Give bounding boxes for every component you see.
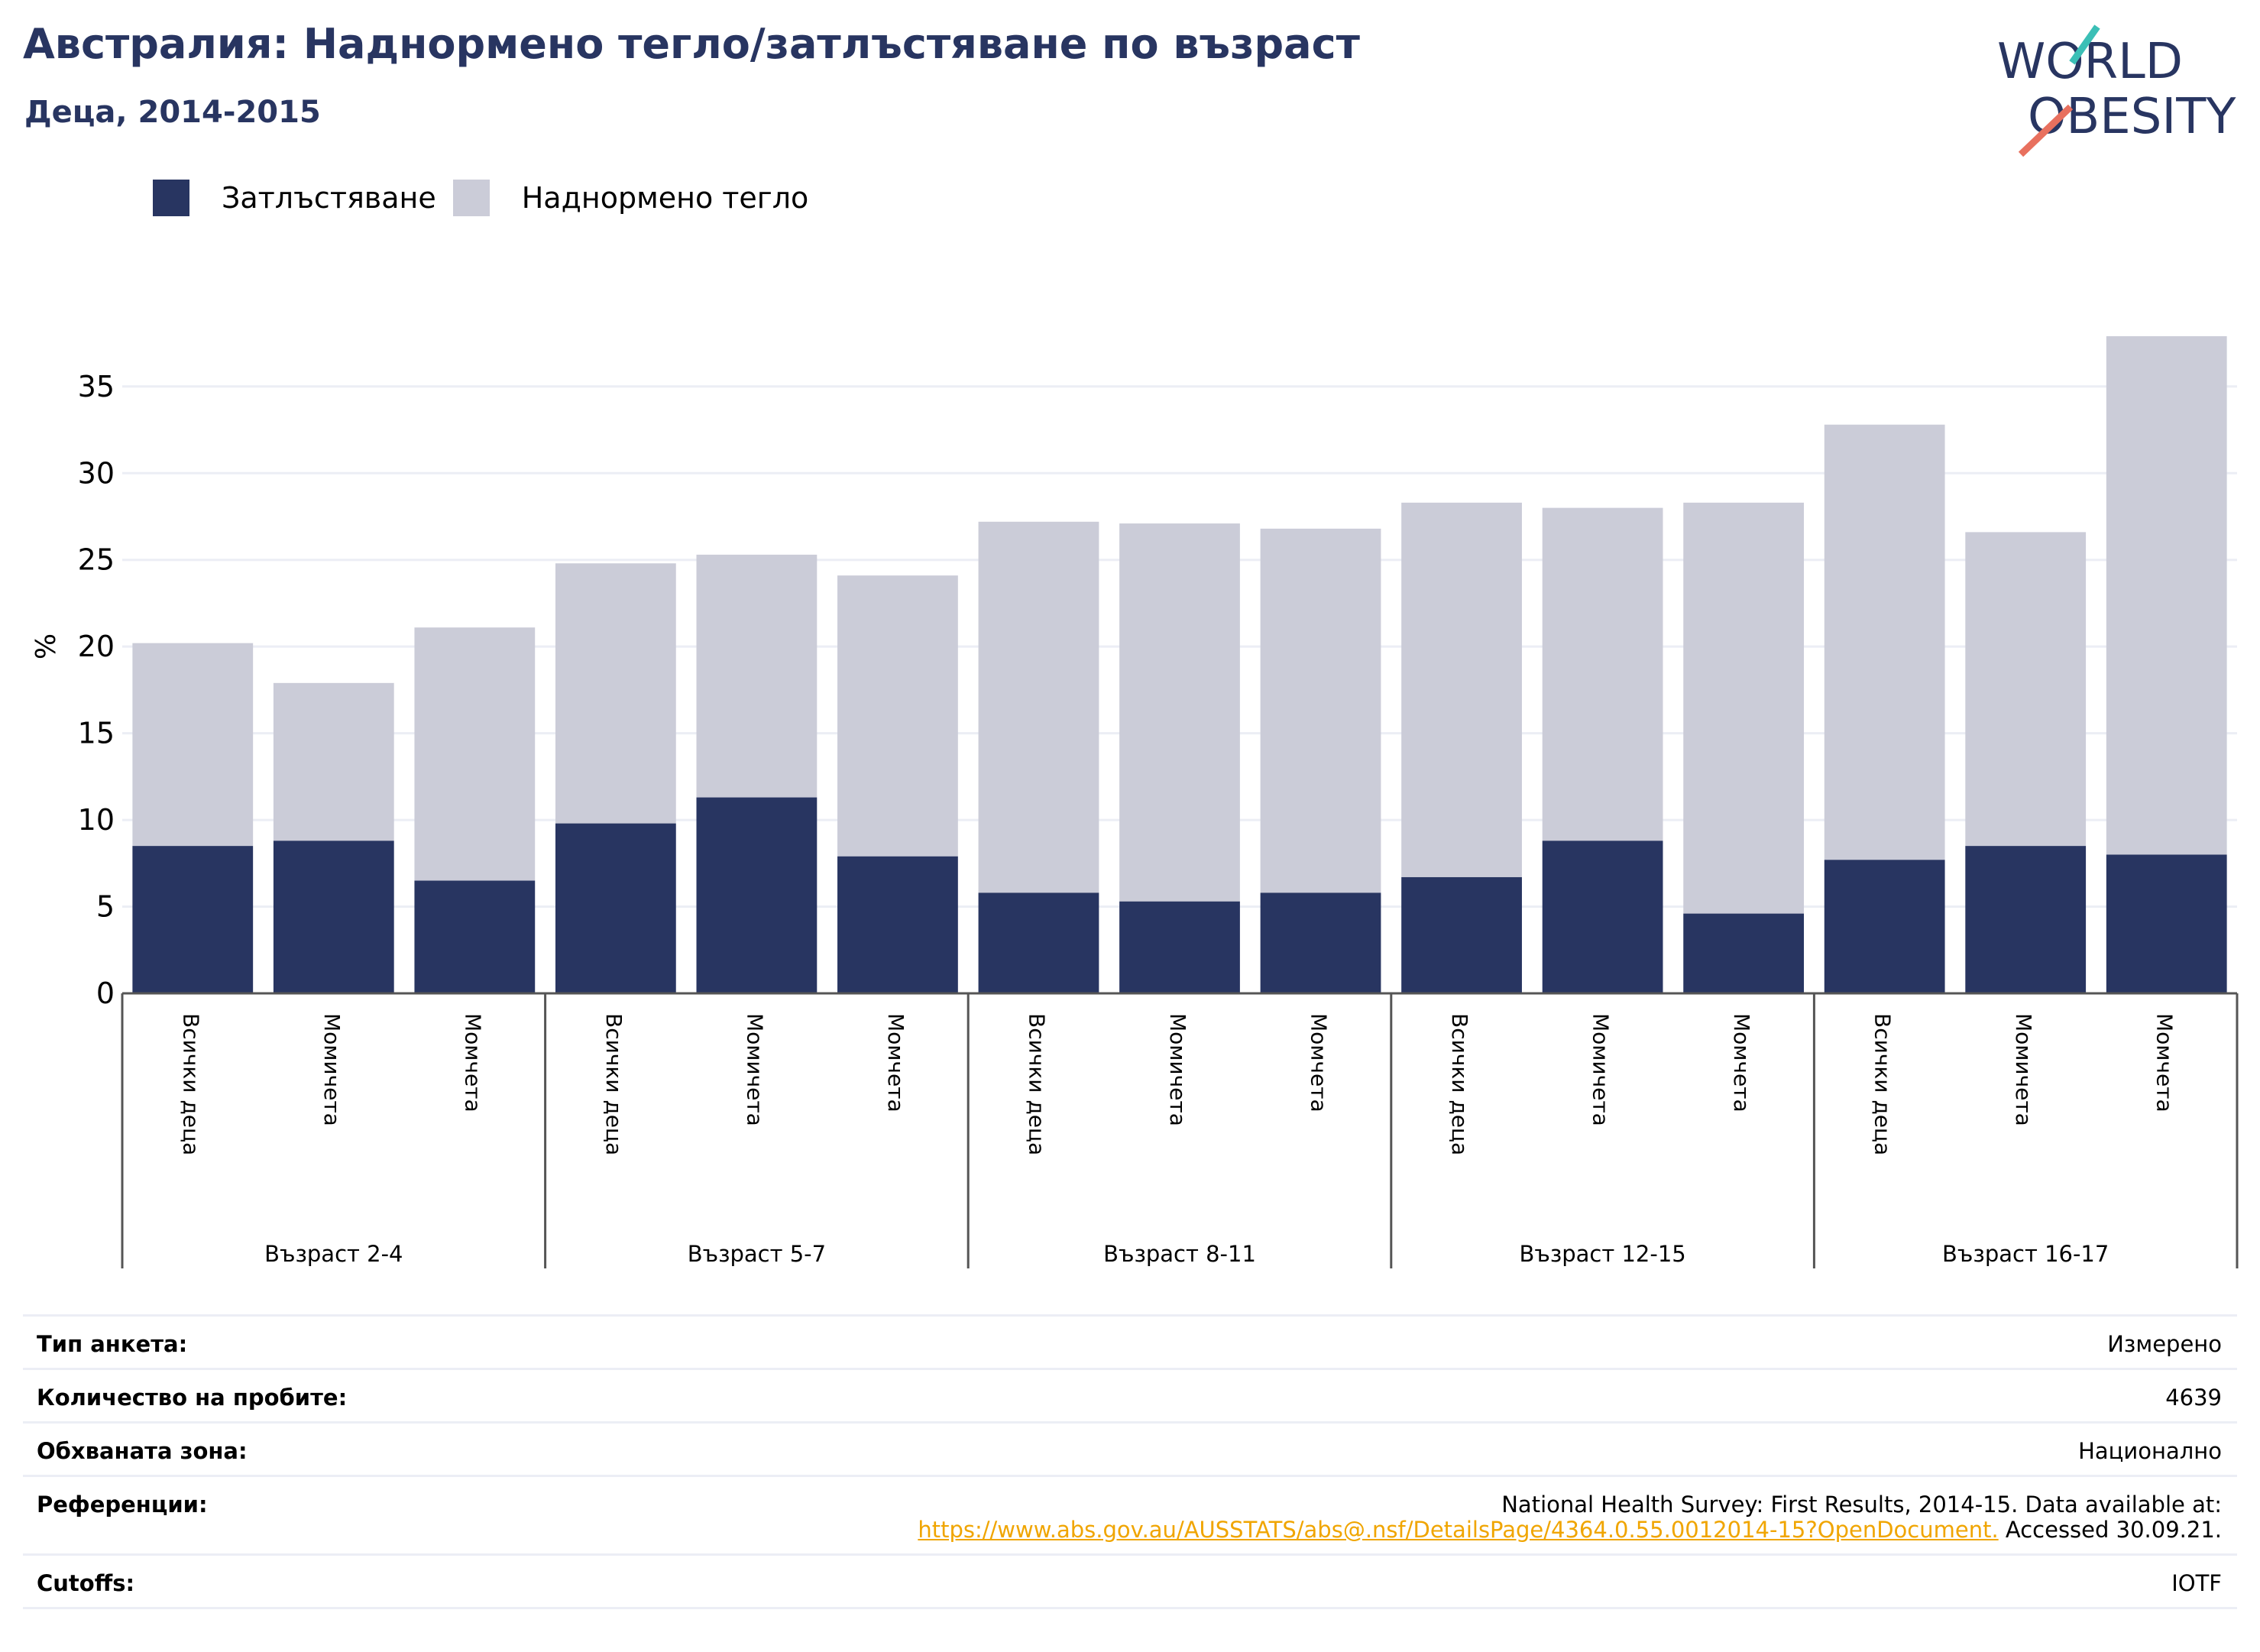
x-tick-label: Момичета [319,1013,345,1126]
y-tick-label: 5 [96,890,115,924]
info-row-cutoffs: Cutoffs: IOTF [23,1556,2237,1609]
logo-slash-red [2018,104,2074,157]
info-value-cutoffs: IOTF [2171,1570,2222,1596]
legend-item-overweight: Наднормено тегло [452,180,809,216]
info-value-references: National Health Survey: First Results, 2… [918,1492,2222,1543]
reference-accessed: Accessed 30.09.21. [1998,1517,2222,1543]
logo-word-world: WORLD [1997,34,2183,90]
bar-obesity [1542,841,1663,993]
info-label-survey-type: Тип анкета: [37,1331,188,1357]
world-obesity-logo: WORLD OBESITY [1997,24,2236,157]
x-tick-label: Момчета [1729,1013,1754,1113]
info-label-cutoffs: Cutoffs: [37,1570,135,1596]
bar-overweight [1824,424,1945,860]
bar-overweight [1542,507,1663,841]
info-row-references: Референции: National Health Survey: Firs… [23,1477,2237,1556]
bar-obesity [696,797,818,993]
bar-overweight [273,682,394,841]
x-tick-label: Момичета [742,1013,767,1126]
stacked-bar-chart: 0 5 10 15 20 25 30 35% Всички деца Момичета Момчет… [31,336,2239,1268]
bar-overweight [414,627,536,881]
chart-legend: Затлъстяване Наднормено тегло [153,177,825,219]
bar-obesity [1683,913,1805,993]
chart-title: Австралия: Наднормено тегло/затлъстяване… [23,20,1360,68]
x-tick-label: Всички деца [178,1013,203,1155]
x-tick-label: Момичета [2011,1013,2036,1126]
bar-obesity [2106,854,2227,993]
y-axis-label: % [31,633,62,659]
reference-text: National Health Survey: First Results, 2… [1501,1492,2222,1518]
info-value-survey-type: Измерено [2107,1331,2222,1357]
reference-link[interactable]: https://www.abs.gov.au/AUSSTATS/abs@.nsf… [918,1517,1999,1543]
bar-obesity [1824,860,1945,993]
x-tick-label: Всички деца [1024,1013,1049,1155]
y-tick-label: 15 [78,717,115,750]
info-value-sample-size: 4639 [2165,1385,2222,1411]
bar-obesity [1260,892,1381,993]
x-tick-label: Момчета [460,1013,485,1113]
y-tick-label: 20 [78,630,115,663]
bar-overweight [1119,523,1240,902]
bar-overweight [555,563,676,824]
group-label: Възраст 2-4 [264,1241,403,1267]
group-label: Възраст 16-17 [1942,1241,2109,1267]
x-tick-label: Всички деца [1447,1013,1472,1155]
bar-obesity [837,856,958,993]
bar-obesity [1401,876,1522,993]
bar-obesity [273,841,394,993]
info-row-sample-size: Количество на пробите: 4639 [23,1370,2237,1424]
chart-subtitle: Деца, 2014-2015 [24,95,321,130]
bar-overweight [837,575,958,857]
bar-overweight [1965,532,2087,847]
bar-overweight [978,521,1099,893]
legend-label-overweight: Наднормено тегло [521,181,809,215]
bar-obesity [978,892,1099,993]
info-row-survey-type: Тип анкета: Измерено [23,1317,2237,1370]
x-tick-label: Всички деца [1870,1013,1896,1155]
x-tick-label: Момчета [2152,1013,2177,1113]
y-tick-label: 35 [78,370,115,403]
bar-overweight [132,643,254,847]
bar-overweight [1683,502,1805,914]
group-label: Възраст 8-11 [1103,1241,1256,1267]
bar-overweight [2106,336,2227,855]
bar-obesity [555,823,676,993]
y-tick-label: 30 [78,456,115,490]
y-tick-label: 10 [78,803,115,837]
bar-obesity [414,880,536,993]
group-label: Възраст 12-15 [1519,1241,1685,1267]
x-tick-label: Момичета [1165,1013,1190,1126]
bar-overweight [1260,528,1381,893]
bar-obesity [132,846,254,993]
x-tick-label: Всички деца [601,1013,627,1155]
bar-overweight [1401,502,1522,877]
survey-info-table: Тип анкета: Измерено Количество на проби… [23,1314,2237,1609]
y-tick-label: 25 [78,543,115,577]
x-tick-label: Момчета [883,1013,908,1113]
bar-overweight [696,554,818,798]
info-label-sample-size: Количество на пробите: [37,1385,348,1411]
bar-obesity [1119,901,1240,993]
group-label: Възраст 5-7 [688,1241,826,1267]
bar-obesity [1965,846,2087,993]
legend-swatch-obesity [153,180,189,216]
logo-slash-teal [2069,24,2100,65]
legend-swatch-overweight [452,180,490,216]
y-tick-label: 0 [96,977,115,1010]
info-row-area: Обхваната зона: Национално [23,1424,2237,1477]
x-tick-label: Момчета [1306,1013,1332,1113]
legend-label-obesity: Затлъстяване [222,181,436,215]
info-label-area: Обхваната зона: [37,1438,248,1464]
info-value-area: Национално [2078,1438,2222,1464]
legend-item-obesity: Затлъстяване [153,180,436,216]
info-label-references: Референции: [37,1492,208,1518]
x-tick-label: Момичета [1588,1013,1614,1126]
